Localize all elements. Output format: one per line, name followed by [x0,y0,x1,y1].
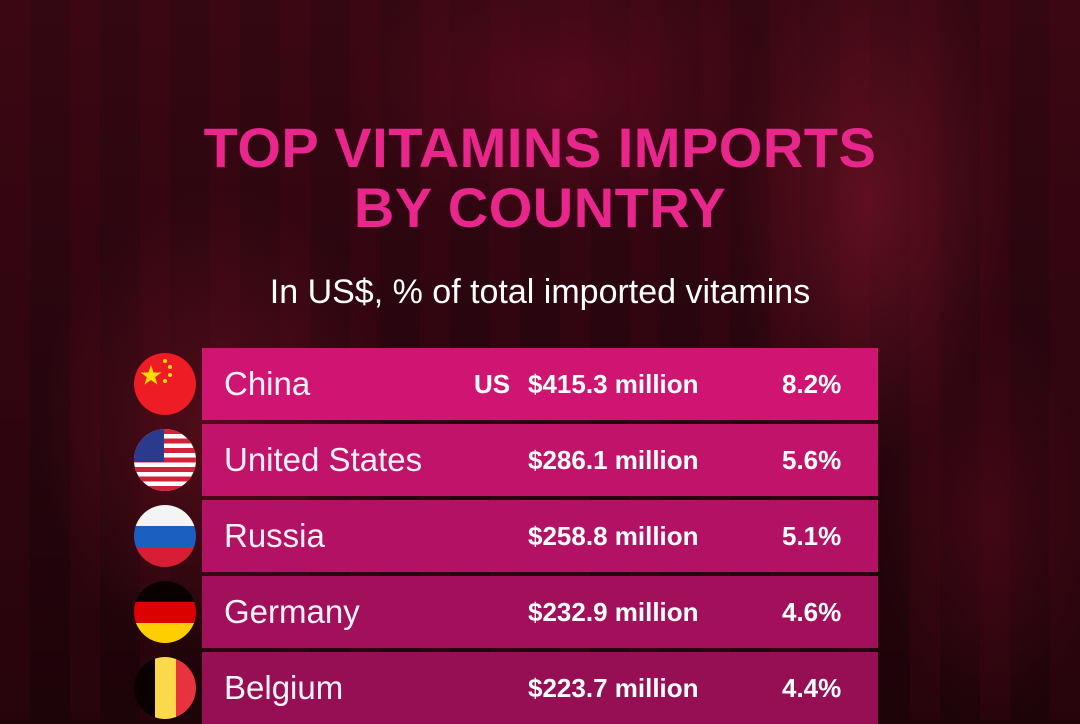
belgium-flag-icon [134,657,196,719]
import-value: $286.1 million [528,444,699,475]
table-row: Germany $232.9 million 4.6% [202,576,878,648]
country-name: Russia [224,517,325,554]
import-percent: 4.4% [782,672,842,703]
currency-prefix: US [474,368,511,399]
import-percent: 5.1% [782,520,842,551]
import-value: $415.3 million [528,368,699,399]
import-percent: 8.2% [782,368,842,399]
country-name: China [224,365,311,402]
import-value: $232.9 million [528,596,699,627]
germany-flag-icon [134,581,196,643]
country-name: United States [224,441,423,478]
china-flag-icon [134,353,196,415]
subtitle: In US$, % of total imported vitamins [269,273,811,311]
table-row: Belgium $223.7 million 4.4% [202,652,878,724]
page-title: TOP VITAMINS IMPORTS BY COUNTRY [0,118,1080,238]
russia-flag-icon [134,505,196,567]
table-row: United States $286.1 million 5.6% [202,424,878,496]
table-row: Russia $258.8 million 5.1% [202,500,878,572]
import-value: $258.8 million [528,520,699,551]
import-percent: 4.6% [782,596,842,627]
table-row: China US $415.3 million 8.2% [202,348,878,420]
import-percent: 5.6% [782,444,842,475]
usa-flag-icon [134,429,196,491]
import-value: $223.7 million [528,672,699,703]
country-name: Belgium [224,669,344,706]
country-name: Germany [224,593,360,630]
title-line-2: BY COUNTRY [353,176,727,239]
title-line-1: TOP VITAMINS IMPORTS [203,116,877,179]
